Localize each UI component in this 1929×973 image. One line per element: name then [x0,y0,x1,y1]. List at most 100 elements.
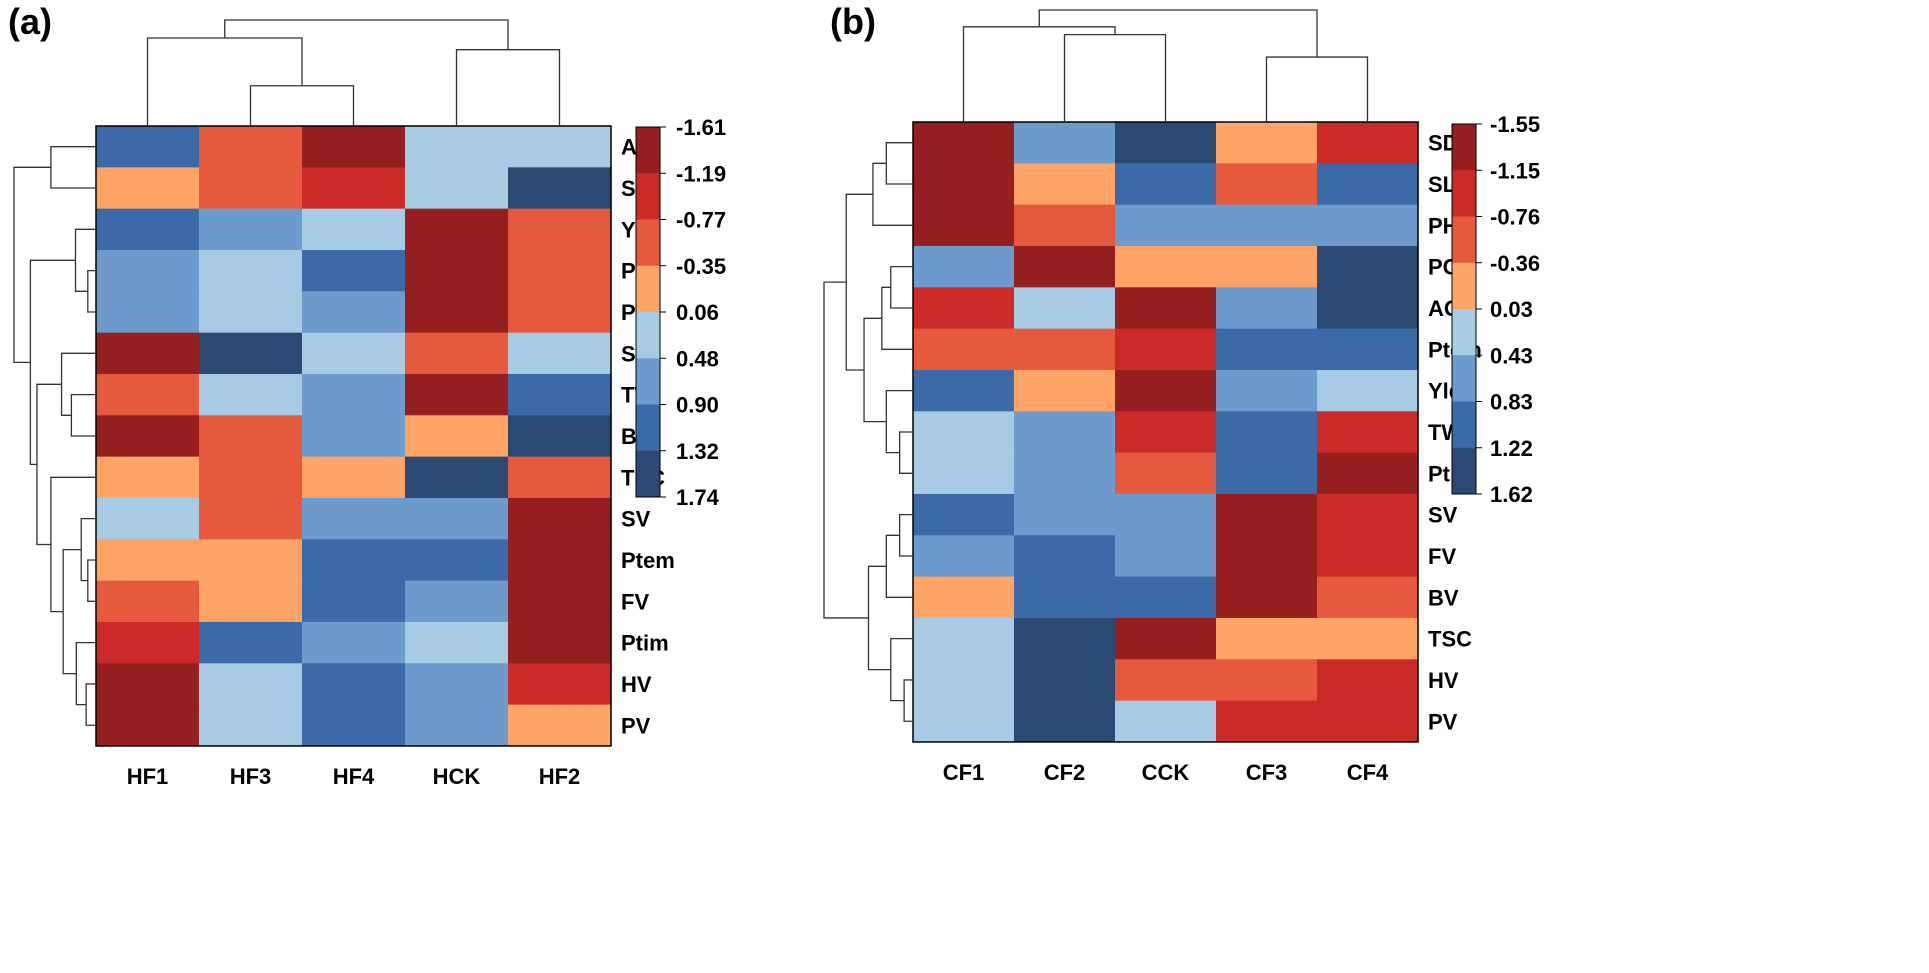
heatmap-cell [1216,452,1318,495]
row-dendrogram-branch [823,281,869,619]
column-label: CF2 [1044,760,1086,785]
legend-tick-label: -0.35 [676,254,726,279]
heatmap-cell [302,621,406,664]
heatmap-cell [1115,122,1217,164]
heatmap-cell [302,497,406,540]
heatmap-cell [302,167,406,210]
heatmap-cell [96,332,200,375]
heatmap-cell [1216,700,1318,743]
legend-tick-label: 1.62 [1490,482,1533,507]
heatmap-cell [508,663,612,706]
row-label: HV [621,672,652,697]
column-label: HCK [433,764,481,789]
heatmap-cell [405,373,509,416]
column-label: HF2 [539,764,581,789]
heatmap-cell [508,539,612,582]
heatmap-cell [199,126,303,168]
heatmap-cell [1014,328,1116,371]
heatmap-cell [1317,245,1419,288]
column-label: CCK [1142,760,1190,785]
legend-tick-label: 1.22 [1490,436,1533,461]
heatmap-cell [405,208,509,251]
heatmap-cell [508,167,612,210]
heatmap-cell [199,291,303,334]
legend-tick-label: -0.36 [1490,251,1540,276]
row-label: Ptim [621,631,669,656]
row-label: FV [1428,544,1456,569]
heatmap-cell [199,373,303,416]
heatmap-cell [405,580,509,623]
heatmap-cell [405,415,509,458]
heatmap-cell [1014,576,1116,619]
heatmap-cell [1216,204,1318,247]
heatmap-cell [96,580,200,623]
legend-tick-label: -1.19 [676,161,726,186]
heatmap-cell [1216,122,1318,164]
heatmap-cell [1317,163,1419,206]
heatmap-cell [1014,163,1116,206]
heatmap-cell [1115,493,1217,536]
heatmap-cell [913,163,1015,206]
heatmap-cell [405,249,509,292]
row-dendrogram-branch [867,565,891,671]
row-dendrogram-branch [890,637,913,702]
heatmap-cell [1216,617,1318,660]
heatmap-cell [302,704,406,747]
legend-tick-label: -1.61 [676,115,726,140]
heatmap-cell [405,167,509,210]
column-dendrogram-branch [455,49,561,126]
column-label: HF1 [127,764,169,789]
heatmap-cell [1317,204,1419,247]
heatmap-cell [1216,659,1318,702]
panel-label: (a) [8,1,52,42]
row-dendrogram-branch [74,228,96,292]
heatmap-cell [1014,535,1116,578]
row-dendrogram-branch [50,146,96,189]
row-label: FV [621,589,649,614]
column-dendrogram-branch [1063,33,1167,122]
heatmap-panel-1: (b)CF1CF2CCKCF3CF4SDSLPHPCACPtemYldTWPti… [823,1,1540,785]
heatmap-cell [508,415,612,458]
heatmap-cell [302,332,406,375]
heatmap-cell [96,291,200,334]
heatmap-cell [302,415,406,458]
heatmap-cell [199,621,303,664]
row-dendrogram-branch [87,270,96,313]
heatmap-cell [302,249,406,292]
legend-tick-label: 0.48 [676,346,719,371]
column-label: HF3 [230,764,272,789]
heatmap-cell [508,291,612,334]
heatmap-cell [1014,245,1116,288]
row-label: Ptem [621,548,675,573]
heatmap-cell [1014,204,1116,247]
heatmap-cell [508,456,612,499]
legend-swatch [636,404,660,452]
heatmap-cell [96,621,200,664]
row-dendrogram-branch [845,193,873,371]
legend-swatch [1452,309,1476,356]
heatmap-cell [1317,122,1419,164]
heatmap-cell [913,369,1015,412]
heatmap-cell [1317,493,1419,536]
heatmap-cell [1317,328,1419,371]
legend-tick-label: 0.90 [676,393,719,418]
heatmap-cell [405,539,509,582]
row-dendrogram-branch [13,166,51,364]
legend-tick-label: 1.32 [676,439,719,464]
row-dendrogram-branch [85,683,96,726]
row-label: PV [621,713,651,738]
heatmap-cell [199,249,303,292]
heatmap-cell [302,539,406,582]
heatmap-cell [1216,328,1318,371]
heatmap-panel-0: (a)HF1HF3HF4HCKHF2ACSDYldPCPHSLTWBVTSCSV… [8,1,726,789]
heatmap-cell [405,332,509,375]
heatmap-cell [508,249,612,292]
heatmap-cell [1115,287,1217,330]
heatmap-cell [913,493,1015,536]
heatmap-cell [405,497,509,540]
legend-tick-label: -0.76 [1490,205,1540,230]
column-dendrogram-branch [224,19,509,50]
legend-tick-label: -1.55 [1490,112,1540,137]
row-label: PV [1428,709,1458,734]
